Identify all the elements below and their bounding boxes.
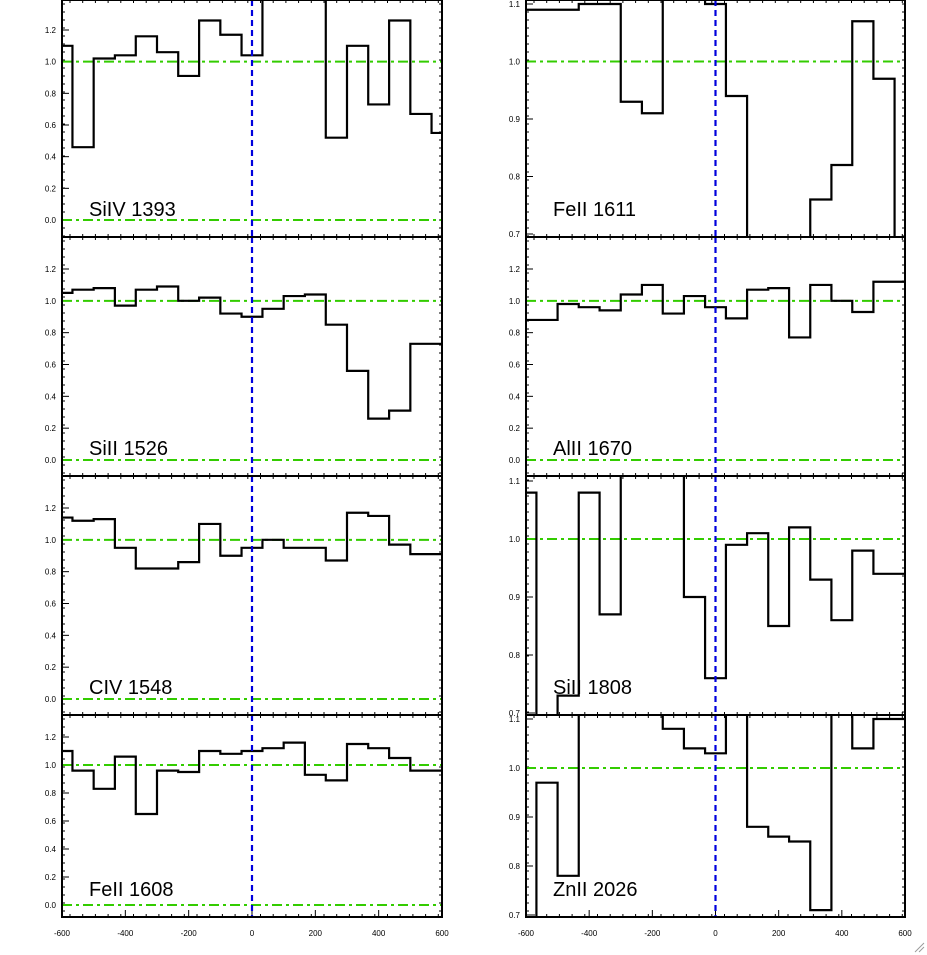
ytick-label: 0.4 xyxy=(45,153,57,162)
ytick-label: 1.0 xyxy=(509,535,521,544)
ytick-label: 0.8 xyxy=(509,329,521,338)
ytick-label: 0.6 xyxy=(45,817,57,826)
panel-8: 0.7 0.8 0.9 1.0 1.1 -600 -400 -200 0 200 400 600 ZnI… xyxy=(509,714,912,938)
ytick-label: 0.0 xyxy=(509,456,521,465)
xtick-label: 600 xyxy=(435,929,449,938)
axis-ticks xyxy=(62,237,442,476)
resize-grip-icon[interactable] xyxy=(913,941,925,953)
xtick-label: 200 xyxy=(309,929,323,938)
ytick-label: 0.4 xyxy=(509,392,521,401)
panel-7: 0.7 0.8 0.9 1.0 1.1 SiII 1808 xyxy=(509,475,906,718)
ytick-label: 0.4 xyxy=(45,392,57,401)
xtick-label: 600 xyxy=(898,929,912,938)
panel-6: 0.0 0.2 0.4 0.6 0.8 1.0 1.2 AlII 1670 xyxy=(509,236,906,477)
ytick-label: 1.0 xyxy=(509,764,521,773)
transition-label: FeII 1608 xyxy=(89,879,174,901)
ytick-label: 0.9 xyxy=(509,115,521,124)
ytick-label: 0.8 xyxy=(45,789,57,798)
xtick-label: 0 xyxy=(250,929,255,938)
ytick-label: 0.8 xyxy=(509,651,521,660)
ytick-label: 1.2 xyxy=(45,265,57,274)
ytick-label: 0.0 xyxy=(45,695,57,704)
xtick-label: -400 xyxy=(581,929,598,938)
transition-label: AlII 1670 xyxy=(553,438,632,460)
ytick-label: 0.6 xyxy=(45,361,57,370)
ytick-label: 0.0 xyxy=(45,901,57,910)
ytick-label: 1.1 xyxy=(509,715,521,724)
ytick-label: 0.8 xyxy=(45,568,57,577)
ytick-label: 1.2 xyxy=(509,265,521,274)
xtick-label: 400 xyxy=(835,929,849,938)
transition-label: SiIV 1393 xyxy=(89,199,176,221)
ytick-label: 0.6 xyxy=(509,361,521,370)
panel-1: 0.0 0.2 0.4 0.6 0.8 1.0 1.2 SiIV 1393 xyxy=(45,0,443,238)
xtick-label: 0 xyxy=(713,929,718,938)
panel-3: 0.0 0.2 0.4 0.6 0.8 1.0 1.2 CIV 1548 xyxy=(45,475,443,716)
ytick-label: 0.7 xyxy=(509,230,521,239)
xtick-label: -600 xyxy=(54,929,71,938)
ytick-label: 1.0 xyxy=(45,536,57,545)
ytick-label: 1.2 xyxy=(45,733,57,742)
panel-frame xyxy=(61,714,443,918)
ytick-label: 0.4 xyxy=(45,845,57,854)
ytick-label: 1.0 xyxy=(509,58,521,67)
ytick-label: 0.4 xyxy=(45,631,57,640)
ytick-label: 1.0 xyxy=(45,297,57,306)
spectrum-series xyxy=(62,511,442,570)
spectrum-series xyxy=(62,285,442,420)
spectrum-series xyxy=(62,0,442,149)
ytick-label: 0.9 xyxy=(509,813,521,822)
ytick-label: 0.8 xyxy=(45,89,57,98)
transition-label: SiII 1808 xyxy=(553,677,632,699)
spectrum-series xyxy=(535,715,905,917)
ytick-label: 0.6 xyxy=(45,121,57,130)
xtick-label: 400 xyxy=(372,929,386,938)
ytick-label: 0.2 xyxy=(45,663,57,672)
ytick-label: 0.7 xyxy=(509,709,521,718)
ytick-label: 0.0 xyxy=(45,216,57,225)
ytick-label: 0.2 xyxy=(509,424,521,433)
ytick-label: 0.8 xyxy=(509,173,521,182)
ytick-label: 1.0 xyxy=(45,761,57,770)
xtick-label: 200 xyxy=(772,929,786,938)
ytick-label: 1.1 xyxy=(509,0,521,9)
ytick-label: 0.6 xyxy=(45,600,57,609)
ytick-label: 1.0 xyxy=(509,297,521,306)
spectrum-series xyxy=(62,741,442,816)
ytick-label: 1.1 xyxy=(509,477,521,486)
xtick-label: -200 xyxy=(181,929,198,938)
ytick-label: 1.0 xyxy=(45,58,57,67)
spectrum-series xyxy=(526,476,905,715)
transition-label: CIV 1548 xyxy=(89,677,172,699)
panel-5: 0.7 0.8 0.9 1.0 1.1 FeII 1611 xyxy=(509,0,906,239)
xtick-label: -600 xyxy=(518,929,535,938)
ytick-label: 0.9 xyxy=(509,593,521,602)
ytick-label: 0.0 xyxy=(45,456,57,465)
transition-label: ZnII 2026 xyxy=(553,879,638,901)
ytick-label: 0.2 xyxy=(45,873,57,882)
ytick-label: 1.2 xyxy=(45,26,57,35)
ytick-label: 0.8 xyxy=(509,862,521,871)
ytick-label: 0.8 xyxy=(45,329,57,338)
ytick-label: 0.2 xyxy=(45,184,57,193)
ytick-label: 0.7 xyxy=(509,911,521,920)
panel-4: 0.0 0.2 0.4 0.6 0.8 1.0 1.2 -600 -400 -200 0 200 400… xyxy=(45,714,449,938)
transition-label: FeII 1611 xyxy=(553,199,636,221)
transition-label: SiII 1526 xyxy=(89,438,168,460)
ytick-label: 0.2 xyxy=(45,424,57,433)
panel-frame xyxy=(525,714,906,918)
panel-2: 0.0 0.2 0.4 0.6 0.8 1.0 1.2 SiII 1526 xyxy=(45,236,443,477)
ytick-label: 1.2 xyxy=(45,504,57,513)
xtick-label: -400 xyxy=(117,929,134,938)
spectrum-series xyxy=(526,0,896,237)
xtick-label: -200 xyxy=(644,929,661,938)
